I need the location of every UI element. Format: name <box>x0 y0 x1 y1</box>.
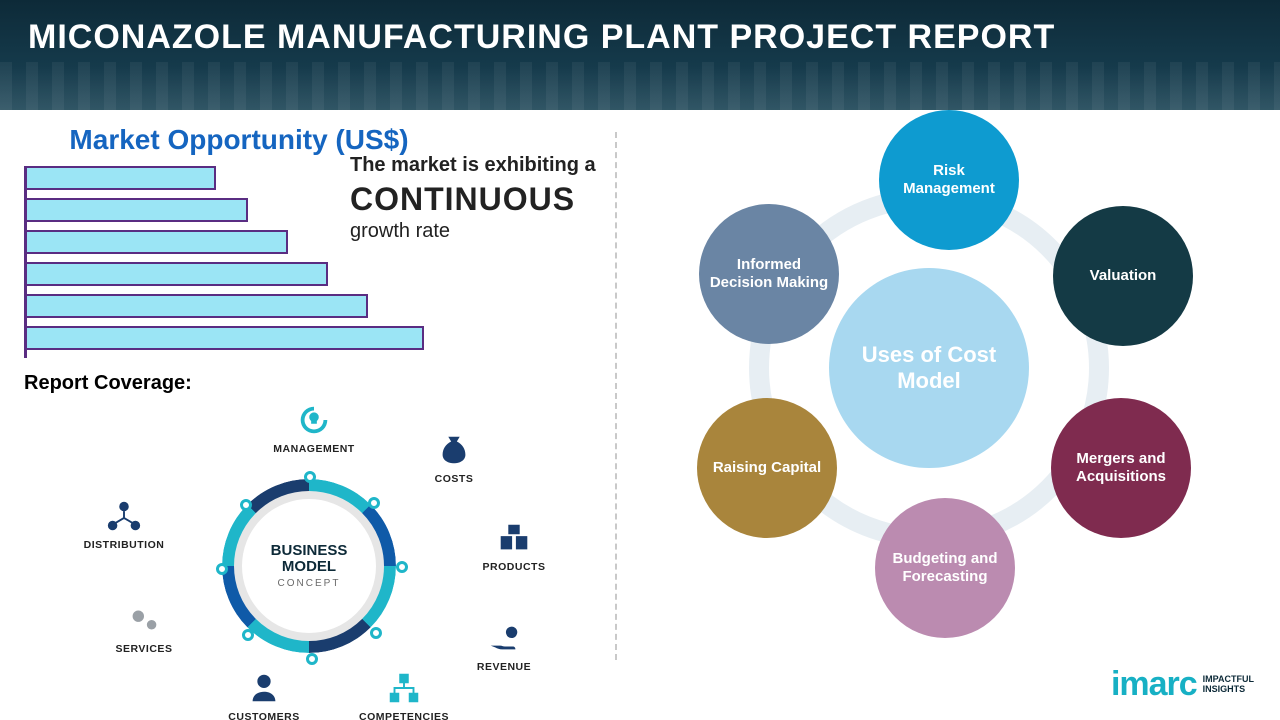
bm-item-label: CUSTOMERS <box>204 711 324 720</box>
cost-model-hub: Uses of Cost Model <box>829 268 1029 468</box>
brand-tagline: IMPACTFUL INSIGHTS <box>1203 675 1254 695</box>
left-panel: Market Opportunity (US$) The market is e… <box>0 110 615 720</box>
bm-center-line1: BUSINESS MODEL <box>242 543 376 575</box>
petal-risk-management: Risk Management <box>879 110 1019 250</box>
business-model-center: BUSINESS MODEL CONCEPT <box>234 491 384 641</box>
cost-model-hub-label: Uses of Cost Model <box>829 342 1029 395</box>
petal-informed-decision-making: Informed Decision Making <box>699 204 839 344</box>
bm-item-customers: CUSTOMERS <box>204 669 324 720</box>
org-chart-icon <box>385 669 423 707</box>
growth-text-block: The market is exhibiting a CONTINUOUS gr… <box>350 154 610 243</box>
petal-budgeting-and-forecasting: Budgeting and Forecasting <box>875 498 1015 638</box>
content-body: Market Opportunity (US$) The market is e… <box>0 110 1280 720</box>
bm-node-dot <box>242 629 254 641</box>
boxes-icon <box>495 519 533 557</box>
bm-node-dot <box>304 471 316 483</box>
page: MICONAZOLE MANUFACTURING PLANT PROJECT R… <box>0 0 1280 720</box>
petal-mergers-and-acquisitions: Mergers and Acquisitions <box>1051 398 1191 538</box>
bm-node-dot <box>370 627 382 639</box>
report-coverage-title: Report Coverage: <box>24 372 597 395</box>
bm-item-label: COMPETENCIES <box>344 711 464 720</box>
page-title: MICONAZOLE MANUFACTURING PLANT PROJECT R… <box>28 18 1252 57</box>
growth-line2: CONTINUOUS <box>350 181 610 218</box>
bm-item-competencies: COMPETENCIES <box>344 669 464 720</box>
money-bag-icon <box>435 431 473 469</box>
bm-node-dot <box>368 497 380 509</box>
cycle-bulb-icon <box>295 401 333 439</box>
brand-tagline-1: IMPACTFUL <box>1203 674 1254 684</box>
right-panel: Uses of Cost Model Risk ManagementValuat… <box>617 110 1280 720</box>
bm-item-label: MANAGEMENT <box>254 443 374 455</box>
brand-mark: imarc <box>1111 665 1197 704</box>
bm-item-products: PRODUCTS <box>454 519 574 573</box>
bm-item-label: PRODUCTS <box>454 561 574 573</box>
bm-item-label: COSTS <box>394 473 514 485</box>
chart-bar <box>24 230 288 254</box>
bm-item-label: SERVICES <box>84 643 204 655</box>
bm-item-management: MANAGEMENT <box>254 401 374 455</box>
petal-valuation: Valuation <box>1053 206 1193 346</box>
brand-tagline-2: INSIGHTS <box>1203 684 1246 694</box>
cost-model-diagram: Uses of Cost Model Risk ManagementValuat… <box>653 116 1213 676</box>
bm-node-dot <box>240 499 252 511</box>
header-banner: MICONAZOLE MANUFACTURING PLANT PROJECT R… <box>0 0 1280 110</box>
bm-item-revenue: REVENUE <box>444 619 564 673</box>
bm-node-dot <box>396 561 408 573</box>
chart-bar <box>24 326 424 350</box>
gears-icon <box>125 601 163 639</box>
market-opportunity-title: Market Opportunity (US$) <box>24 124 454 156</box>
bm-item-label: DISTRIBUTION <box>64 539 184 551</box>
bm-node-dot <box>216 563 228 575</box>
network-icon <box>105 497 143 535</box>
brand-logo: imarc IMPACTFUL INSIGHTS <box>1111 665 1254 704</box>
chart-bar <box>24 262 328 286</box>
chart-bar <box>24 294 368 318</box>
business-model-diagram: BUSINESS MODEL CONCEPT MANAGEMENT COSTS PR… <box>24 401 584 701</box>
hand-coin-icon <box>485 619 523 657</box>
person-icon <box>245 669 283 707</box>
bm-node-dot <box>306 653 318 665</box>
bm-item-costs: COSTS <box>394 431 514 485</box>
chart-y-axis <box>24 166 27 358</box>
growth-line1: The market is exhibiting a <box>350 154 610 177</box>
bm-item-distribution: DISTRIBUTION <box>64 497 184 551</box>
chart-bar <box>24 166 216 190</box>
bm-center-line2: CONCEPT <box>242 578 376 589</box>
growth-line3: growth rate <box>350 220 610 243</box>
bm-item-services: SERVICES <box>84 601 204 655</box>
skyline-decoration <box>0 62 1280 110</box>
chart-bar <box>24 198 248 222</box>
petal-raising-capital: Raising Capital <box>697 398 837 538</box>
